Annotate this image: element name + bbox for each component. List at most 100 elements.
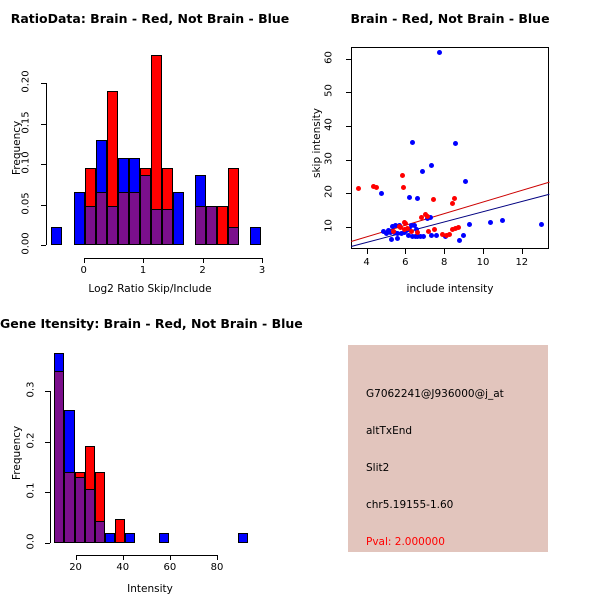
ratio-x-tick-label: 1 xyxy=(139,265,147,276)
scatter-x-tick-label: 12 xyxy=(515,257,529,268)
gene-x-tick-label: 20 xyxy=(69,562,82,573)
scatter-y-tick xyxy=(346,92,351,94)
scatter-x-tick xyxy=(366,249,368,254)
ratio-y-tick xyxy=(41,164,46,166)
scatter-point-not-brain xyxy=(415,234,421,240)
scatter-y-tick xyxy=(346,126,351,128)
scatter-point-not-brain xyxy=(420,169,426,175)
scatter-point-brain xyxy=(400,185,406,191)
scatter-y-tick-label: 40 xyxy=(323,118,335,131)
ratio-histogram-xlabel: Log2 Ratio Skip/Include xyxy=(88,283,212,295)
scatter-x-tick-label: 4 xyxy=(363,257,370,268)
scatter-point-not-brain xyxy=(409,233,415,239)
ratio-x-tick-label: 3 xyxy=(258,265,266,276)
ratio-x-axis-line xyxy=(83,258,262,259)
scatter-point-brain xyxy=(431,226,437,232)
scatter-point-not-brain xyxy=(412,234,418,240)
panel-intensity-scatter: Brain - Red, Not Brain - Blue skip inten… xyxy=(300,0,600,300)
scatter-y-tick-label: 50 xyxy=(323,84,335,98)
scatter-point-brain xyxy=(391,228,397,234)
ratio-bar-overlap xyxy=(150,209,162,245)
scatter-plot-frame xyxy=(351,47,549,249)
ratio-bar-not-brain xyxy=(172,192,184,245)
ratio-y-tick-label: 0.05 xyxy=(20,191,32,215)
ratio-histogram-title: RatioData: Brain - Red, Not Brain - Blue xyxy=(10,11,290,26)
scatter-title: Brain - Red, Not Brain - Blue xyxy=(350,11,550,26)
info-pvalue: Pval: 2.000000 xyxy=(366,536,445,548)
ratio-bar-overlap xyxy=(95,192,107,245)
scatter-point-not-brain xyxy=(428,214,434,220)
info-chromosome-locus: chr5.19155-1.60 xyxy=(366,499,454,511)
scatter-point-not-brain xyxy=(433,233,439,239)
ratio-bar-overlap xyxy=(128,192,140,245)
ratio-y-tick xyxy=(41,245,46,246)
ratio-x-tick xyxy=(262,258,264,263)
scatter-point-not-brain xyxy=(466,221,472,227)
scatter-point-not-brain xyxy=(380,228,386,234)
ratio-y-tick xyxy=(41,204,46,206)
gene-info-panel: G7062241@J936000@j_at altTxEnd Slit2 chr… xyxy=(348,345,548,552)
scatter-point-brain xyxy=(452,196,458,201)
scatter-point-not-brain xyxy=(457,238,463,244)
gene-bar-overlap xyxy=(74,476,85,543)
scatter-x-tick-label: 10 xyxy=(476,257,490,268)
scatter-point-brain xyxy=(450,201,456,207)
ratio-x-tick-label: 2 xyxy=(199,265,206,276)
gene-x-tick-label: 40 xyxy=(116,562,130,573)
scatter-point-brain xyxy=(415,229,421,235)
scatter-point-brain xyxy=(439,232,445,238)
ratio-bar-overlap xyxy=(227,227,239,245)
scatter-point-brain xyxy=(356,186,362,192)
scatter-point-not-brain xyxy=(395,236,401,242)
ratio-bar-overlap xyxy=(139,175,151,245)
scatter-point-not-brain xyxy=(406,194,412,200)
gene-y-tick xyxy=(45,391,50,392)
scatter-point-not-brain xyxy=(414,195,420,201)
scatter-point-not-brain xyxy=(421,234,427,240)
ratio-bar-overlap xyxy=(161,209,173,245)
gene-y-tick xyxy=(45,543,50,544)
ratio-bar-overlap xyxy=(106,206,118,245)
scatter-point-brain xyxy=(431,196,436,202)
scatter-point-brain xyxy=(425,213,431,219)
scatter-point-not-brain xyxy=(389,237,395,243)
scatter-point-brain xyxy=(446,232,452,238)
scatter-point-brain xyxy=(401,226,407,232)
scatter-point-brain xyxy=(404,226,410,232)
ratio-y-tick-label: 0.15 xyxy=(20,111,32,134)
ratio-bar-brain xyxy=(216,206,228,245)
gene-y-tick-label: 0.3 xyxy=(25,381,37,398)
scatter-point-not-brain xyxy=(405,232,411,238)
gene-bar-not-brain xyxy=(105,532,116,543)
gene-bar-overlap xyxy=(84,488,95,543)
ratio-bar-not-brain xyxy=(50,227,62,245)
scatter-point-not-brain xyxy=(429,163,435,168)
scatter-point-brain xyxy=(456,225,462,231)
scatter-point-brain xyxy=(443,232,449,238)
scatter-plot-area: 10 20 30 40 50 60 4 6 8 10 12 xyxy=(300,0,600,300)
gene-x-axis-line xyxy=(75,555,217,556)
gene-bar-overlap xyxy=(94,521,106,543)
gene-y-tick-label: 0.1 xyxy=(25,482,37,499)
gene-histogram-title: Gene Itensity: Brain - Red, Not Brain - … xyxy=(0,316,303,331)
scatter-y-tick-label: 20 xyxy=(323,185,335,199)
ratio-y-tick-label: 0.00 xyxy=(20,232,32,255)
scatter-point-not-brain xyxy=(499,218,505,224)
info-probe-id: G7062241@J936000@j_at xyxy=(366,388,504,400)
scatter-x-tick xyxy=(444,249,446,254)
gene-y-tick xyxy=(45,441,50,443)
scatter-point-brain xyxy=(453,225,459,231)
ratio-y-tick-label: 0.10 xyxy=(20,151,32,174)
scatter-point-not-brain xyxy=(409,140,415,146)
ratio-bar-not-brain xyxy=(73,192,85,245)
gene-bar-overlap xyxy=(64,471,75,543)
panel-ratio-histogram: RatioData: Brain - Red, Not Brain - Blue… xyxy=(0,0,300,300)
ratio-x-tick xyxy=(143,258,145,263)
scatter-y-tick-label: 60 xyxy=(323,50,335,64)
gene-bar-brain xyxy=(115,518,126,543)
scatter-point-not-brain xyxy=(390,223,396,229)
scatter-point-brain xyxy=(423,212,429,218)
gene-bar-not-brain xyxy=(159,532,170,543)
scatter-x-tick xyxy=(483,249,484,254)
